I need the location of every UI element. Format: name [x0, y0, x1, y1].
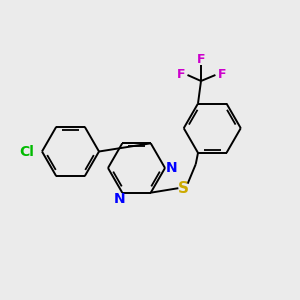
Text: Cl: Cl — [20, 145, 34, 158]
Text: S: S — [178, 181, 189, 196]
Text: N: N — [113, 192, 125, 206]
Text: F: F — [218, 68, 226, 82]
Text: F: F — [197, 53, 205, 66]
Text: N: N — [166, 161, 177, 175]
Text: F: F — [177, 68, 185, 82]
